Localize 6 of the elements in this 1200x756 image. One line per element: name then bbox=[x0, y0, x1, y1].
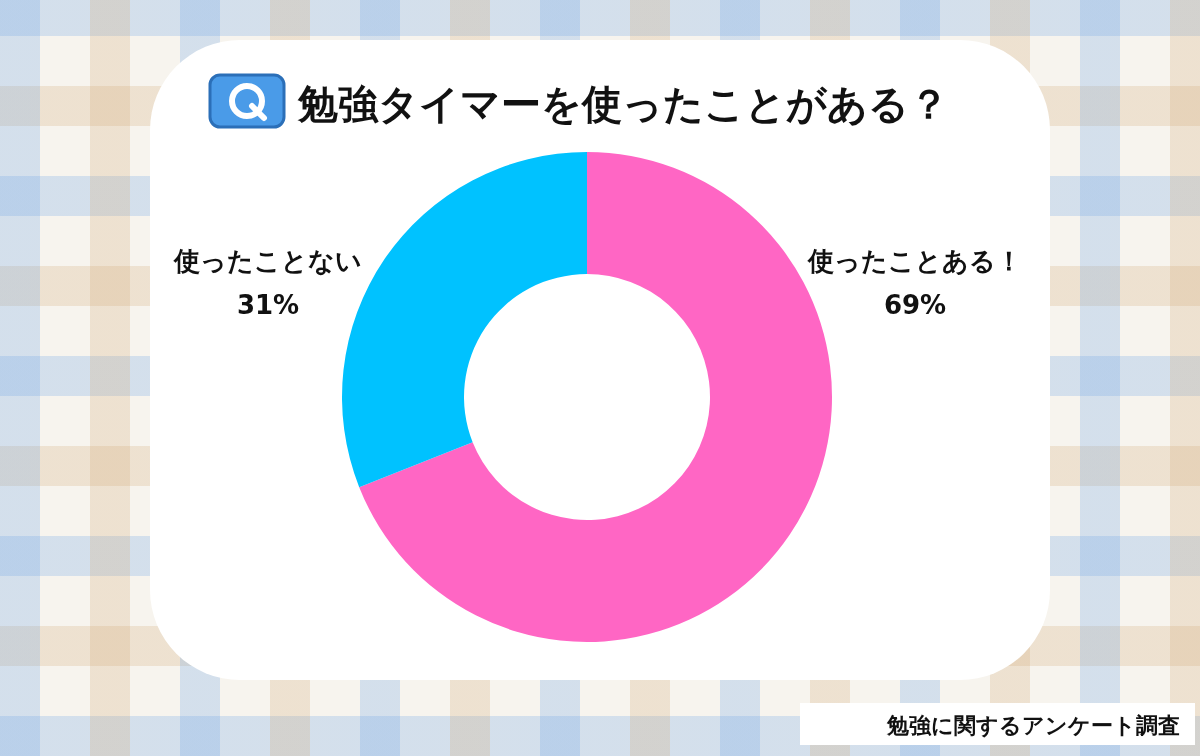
slice-label: 使ったことある！ bbox=[807, 246, 1022, 276]
text: 勉強に関するアンケート調査 bbox=[886, 713, 1180, 738]
slice-label: 使ったことない bbox=[173, 246, 362, 276]
chart-title: 勉強タイマーを使ったことがある？ bbox=[297, 81, 949, 127]
data-label: 69% bbox=[883, 290, 947, 320]
data-label: 31% bbox=[236, 290, 300, 320]
